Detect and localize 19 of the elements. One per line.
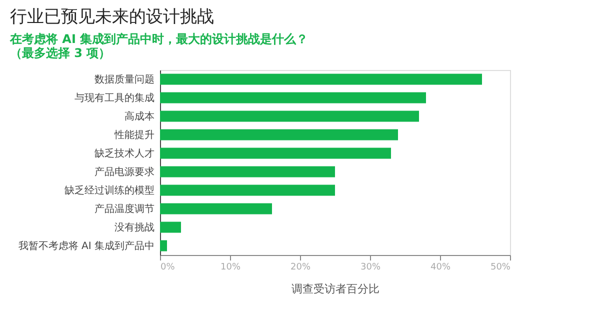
- y-tick-label: 与现有工具的集成: [74, 92, 154, 104]
- y-tick-label: 产品温度调节: [94, 202, 154, 215]
- y-tick-label: 数据质量问题: [94, 73, 154, 86]
- x-tick-label: 0%: [160, 262, 176, 272]
- y-tick-label: 我暂不考虑将 AI 集成到产品中: [18, 240, 154, 252]
- y-tick-label: 高成本: [124, 110, 154, 122]
- y-tick-label: 缺乏技术人才: [94, 147, 154, 160]
- chart-title: 行业已预见未来的设计挑战: [10, 7, 214, 27]
- x-tick-label: 30%: [360, 262, 381, 272]
- x-axis-title: 调查受访者百分比: [292, 282, 380, 296]
- chart-subtitle: 在考虑将 AI 集成到产品中时，最大的设计挑战是什么？（最多选择 3 项）: [9, 32, 308, 60]
- y-tick-label: 性能提升: [114, 128, 154, 141]
- y-tick-label: 缺乏经过训练的模型: [64, 184, 154, 196]
- y-tick-label: 产品电源要求: [94, 166, 154, 178]
- x-tick-label: 10%: [220, 262, 241, 272]
- x-tick-label: 20%: [290, 262, 311, 272]
- x-tick-label: 50%: [490, 262, 511, 272]
- y-tick-label: 没有挑战: [114, 221, 154, 234]
- x-tick-label: 40%: [430, 262, 451, 272]
